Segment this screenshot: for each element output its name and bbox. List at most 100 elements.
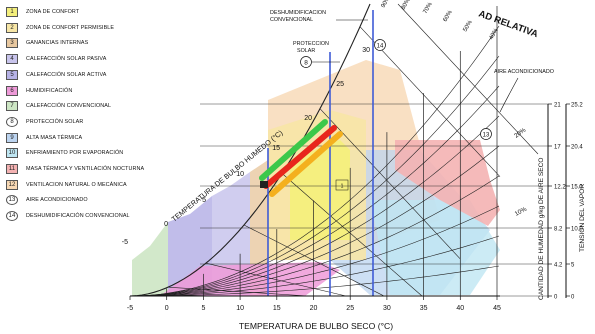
- rh-curve: [129, 85, 500, 297]
- legend-label: ALTA MASA TÉRMICA: [26, 134, 83, 141]
- x-tick-label: 30: [383, 305, 391, 312]
- wet-bulb-tick-label: 5: [202, 197, 206, 204]
- legend-label: PROTECCIÓN SOLAR: [26, 118, 84, 125]
- humidity-tick-label: 0: [554, 295, 558, 301]
- legend-item-5: 5 CALEFACCIÓN SOLAR ACTIVA: [6, 69, 106, 81]
- legend-swatch: 7: [6, 101, 18, 112]
- x-tick-label: 15: [273, 305, 281, 312]
- point-marker: [260, 181, 268, 188]
- x-tick-label: 45: [493, 305, 501, 312]
- vapor-tick-label: 10.0: [571, 227, 583, 233]
- comfort-bands: [259, 119, 343, 197]
- legend-swatch: 11: [6, 164, 18, 174]
- legend-item-11: 11 MASA TÉRMICA Y VENTILACIÓN NOCTURNA: [6, 163, 144, 175]
- svg-text:14: 14: [377, 44, 384, 50]
- wet-bulb-gridline: [205, 262, 347, 297]
- band-red: [263, 125, 337, 189]
- rh-curve: [129, 115, 500, 297]
- rh-top-label: 90%: [381, 0, 393, 9]
- legend-item-7: 7 CALEFACCIÓN CONVENCIONAL: [6, 100, 111, 112]
- x-tick-label: -5: [127, 305, 133, 312]
- humidity-tick-label: 8.2: [554, 227, 563, 233]
- wet-bulb-gridline: [319, 108, 461, 259]
- legend-label: MASA TÉRMICA Y VENTILACIÓN NOCTURNA: [26, 166, 145, 172]
- svg-text:8: 8: [304, 60, 308, 67]
- humidity-tick-label: 12.2: [554, 185, 566, 191]
- humidity-tick-label: 17: [554, 145, 561, 151]
- vapor-ticks: 0 5 10.0 15.0 20.4 25.2: [566, 103, 583, 301]
- svg-text:13: 13: [483, 133, 490, 139]
- rh-curve: [129, 145, 500, 297]
- rh-curve: [129, 235, 500, 297]
- legend-swatch: 8: [6, 116, 18, 127]
- wet-bulb-gridline: [359, 26, 501, 177]
- proteccion-label-1: PROTECCION: [293, 41, 329, 47]
- legend-label: CALEFACCIÓN SOLAR ACTIVA: [26, 71, 107, 78]
- wet-bulb-gridline: [397, 3, 539, 155]
- legend-label: AIRE ACONDICIONADO: [26, 197, 88, 204]
- vapor-tick-label: 5: [571, 263, 575, 269]
- x-tick-label: 40: [456, 305, 464, 312]
- legend-label: DESHUMIDIFICACIÓN CONVENCIONAL: [26, 213, 130, 220]
- x-tick-label: 35: [420, 305, 428, 312]
- legend-swatch: 10: [6, 148, 18, 159]
- rh-curve: [129, 175, 500, 297]
- rh-curve: [129, 55, 500, 297]
- wet-bulb-tick-label: 0: [164, 221, 168, 228]
- x-tick-label: 5: [201, 305, 205, 312]
- rh-top-labels: 40% 50% 60% 70% 80% 90%: [381, 0, 501, 41]
- legend-item-8: 8 PROTECCIÓN SOLAR: [6, 116, 83, 128]
- aire-leader: [499, 77, 519, 113]
- legend-label: GANANCIAS INTERNAS: [26, 40, 89, 47]
- wet-bulb-tick-label: -5: [122, 239, 128, 246]
- vapor-axis-label: TENSION DEL VAPOR: [579, 184, 586, 252]
- vapor-tick-label: 15.0: [571, 185, 583, 191]
- legend-label: HUMIDIFICACIÓN: [26, 87, 73, 94]
- small-box-label: 1: [341, 184, 344, 190]
- small-box: [335, 179, 349, 191]
- wet-bulb-ticks: -5 0 5 10 15 20 25 30: [122, 47, 370, 246]
- legend-item-12: 12 VENTILACION NATURAL O MECÁNICA: [6, 179, 127, 191]
- wet-bulb-gridline: [167, 286, 309, 297]
- x-axis-label: TEMPERATURA DE BULBO SECO (°C): [239, 321, 393, 331]
- wet-bulb-tick-label: 30: [362, 47, 370, 54]
- legend-item-3: 3 GANANCIAS INTERNAS: [6, 37, 88, 49]
- x-ticks: -5 0 5 10 15 20 25 30 35 40 45: [127, 296, 501, 312]
- wet-bulb-tick-label: 20: [304, 115, 312, 122]
- legend-label: CALEFACCIÓN CONVENCIONAL: [26, 103, 112, 110]
- circle-13: 13: [480, 128, 492, 140]
- legend-swatch: 13: [6, 195, 18, 206]
- legend-item-9: 9 ALTA MASA TÉRMICA: [6, 132, 82, 144]
- legend-swatch: 3: [6, 38, 18, 49]
- legend-swatch: 1: [6, 7, 18, 17]
- legend: 1 ZONA DE CONFORT 2 ZONA DE CONFORT PERMISI…: [0, 0, 160, 240]
- rh-top-label: 80%: [401, 0, 413, 11]
- rh-top-label: 60%: [443, 9, 455, 23]
- wet-bulb-tick-label: 10: [236, 171, 244, 178]
- legend-label: VENTILACION NATURAL O MECÁNICA: [26, 181, 127, 188]
- legend-label: CALEFACCIÓN SOLAR PASIVA: [26, 56, 107, 63]
- vapor-tick-label: 20.4: [571, 145, 583, 151]
- proteccion-label-2: SOLAR: [297, 48, 315, 54]
- legend-item-14: 14 DESHUMIDIFICACIÓN CONVENCIONAL: [6, 210, 130, 222]
- aire-label: AIRE ACONDICIONADO: [494, 69, 554, 75]
- deshum-label-1: DESHUMIDIFICACION: [270, 10, 326, 16]
- zones: [132, 60, 500, 296]
- circle-8: 8: [300, 56, 312, 68]
- humidity-tick-label: 4.2: [554, 263, 563, 269]
- rh-curve: [129, 205, 500, 297]
- vapor-tick-label: 25.2: [571, 103, 583, 109]
- legend-item-2: 2 ZONA DE CONFORT PERMISIBLE: [6, 22, 114, 34]
- x-tick-label: 10: [236, 305, 244, 312]
- rh-top-label: 40%: [489, 27, 501, 41]
- wet-bulb-gridline: [281, 173, 423, 297]
- legend-swatch: 5: [6, 69, 18, 80]
- x-tick-label: 20: [310, 305, 318, 312]
- legend-item-13: 13 AIRE ACONDICIONADO: [6, 194, 88, 206]
- rel-humidity-label: AD RELATIVA: [477, 8, 540, 40]
- legend-label: ZONA DE CONFORT PERMISIBLE: [26, 24, 115, 31]
- legend-item-4: 4 CALEFACCIÓN SOLAR PASIVA: [6, 53, 106, 65]
- humidity-tick-label: 21: [554, 103, 561, 109]
- legend-item-10: 10 ENFRIAMIENTO POR EVAPORACIÓN: [6, 147, 123, 159]
